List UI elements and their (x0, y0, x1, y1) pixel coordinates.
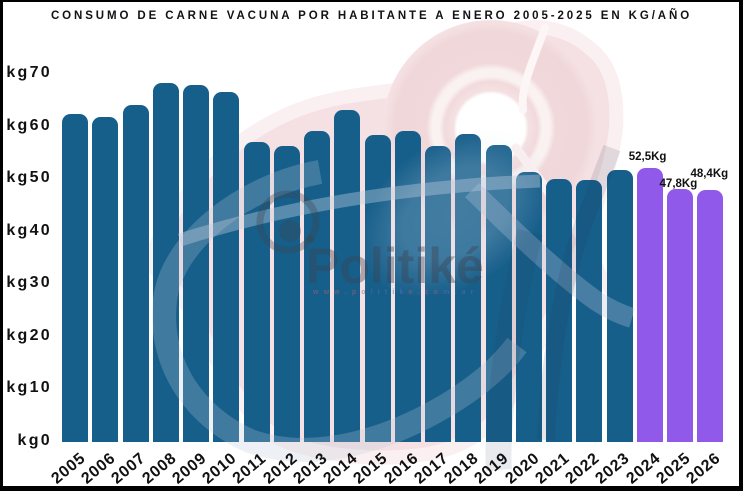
svg-text:Politiké: Politiké (306, 238, 484, 294)
svg-text:w w w . p o l i t i k e . c o: w w w . p o l i t i k e . c o m . a r (312, 289, 475, 296)
